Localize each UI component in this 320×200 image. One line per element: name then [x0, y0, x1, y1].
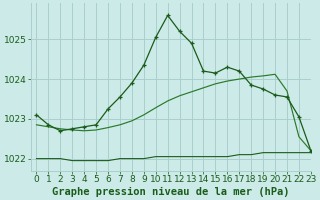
X-axis label: Graphe pression niveau de la mer (hPa): Graphe pression niveau de la mer (hPa): [52, 186, 289, 197]
